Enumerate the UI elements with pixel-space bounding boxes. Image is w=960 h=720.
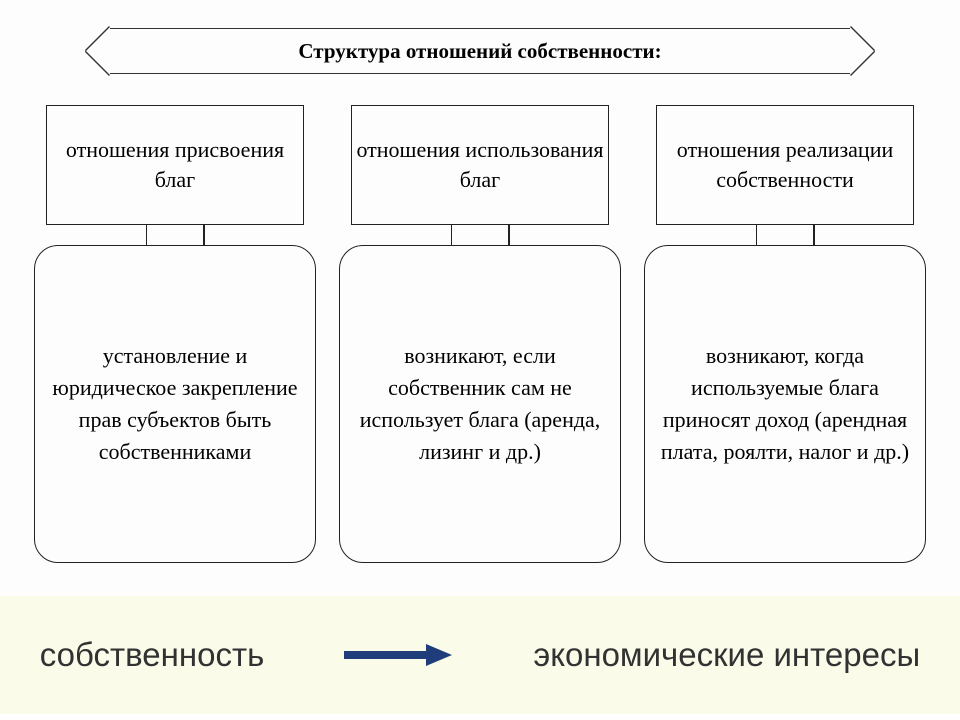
col3-header-box: отношения реализации собственности: [656, 105, 914, 225]
column-2: отношения использования благ возникают, …: [339, 105, 621, 563]
col2-header-box: отношения использования благ: [351, 105, 609, 225]
col3-connector: [756, 225, 815, 245]
col1-detail-box: установление и юридическое закрепление п…: [34, 245, 316, 563]
arrow-icon: [344, 646, 454, 664]
column-1: отношения присвоения благ установление и…: [34, 105, 316, 563]
column-3: отношения реализации собственности возни…: [644, 105, 926, 563]
columns-row: отношения присвоения благ установление и…: [34, 105, 926, 563]
col1-connector: [146, 225, 205, 245]
col2-detail-box: возникают, если собственник сам не испол…: [339, 245, 621, 563]
bottom-left-text: собственность: [40, 636, 265, 674]
col3-detail-box: возникают, когда используемые блага прин…: [644, 245, 926, 563]
col1-header-box: отношения присвоения благ: [46, 105, 304, 225]
bottom-band: собственность экономические интересы: [0, 596, 960, 714]
title-banner: Структура отношений собственности:: [110, 28, 850, 74]
title-text: Структура отношений собственности:: [110, 28, 850, 74]
col2-connector: [451, 225, 510, 245]
bottom-right-text: экономические интересы: [533, 634, 920, 675]
structure-diagram: Структура отношений собственности: отнош…: [0, 0, 960, 590]
